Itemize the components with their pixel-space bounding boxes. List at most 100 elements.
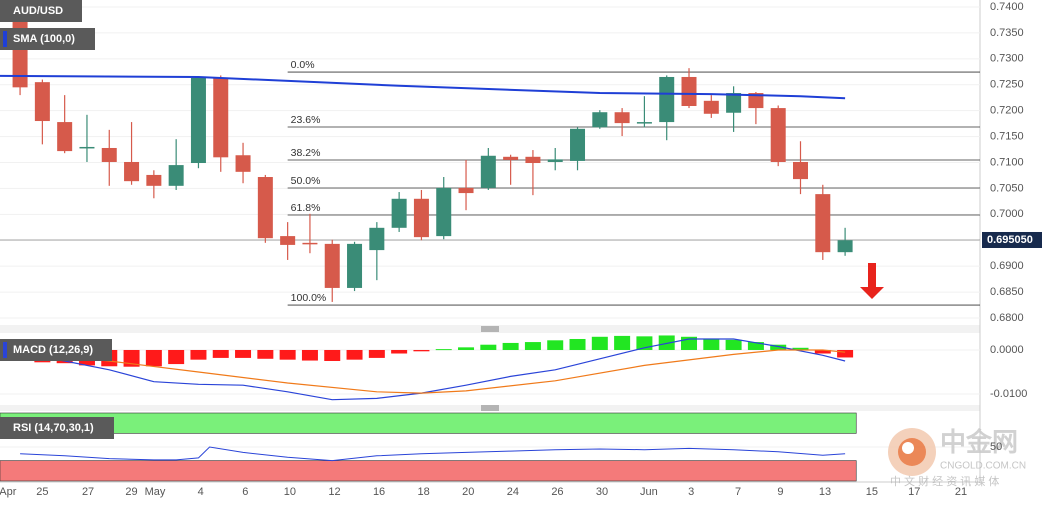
legend-box[interactable] — [0, 339, 112, 361]
indicator-line — [20, 349, 846, 394]
legend-box[interactable] — [0, 28, 95, 50]
last-price-label: 0.695050 — [987, 234, 1033, 246]
rsi-label: RSI (14,70,30,1) — [13, 422, 94, 434]
candle-body — [146, 174, 162, 186]
x-tick-label: 15 — [866, 486, 878, 498]
indicator-line — [0, 74, 846, 100]
candle-body — [703, 100, 719, 114]
histogram-bar — [145, 349, 162, 367]
candle-body — [592, 112, 608, 128]
x-tick-label: 10 — [284, 486, 296, 498]
candle-body — [369, 227, 385, 251]
legend-swatch — [3, 342, 7, 358]
y-tick-label: 0.7400 — [990, 1, 1024, 13]
candle-body — [815, 194, 831, 253]
histogram-bar — [413, 349, 430, 352]
histogram-bar — [190, 349, 207, 360]
histogram-bar — [257, 349, 274, 359]
histogram-bar — [123, 349, 140, 367]
histogram-bar — [458, 347, 475, 350]
x-tick-label: 21 — [955, 486, 967, 498]
x-tick-label: Apr — [0, 486, 17, 498]
x-tick-label: 7 — [735, 486, 741, 498]
histogram-bar — [502, 342, 519, 350]
histogram-bar — [279, 349, 296, 360]
indicator-line — [20, 338, 846, 401]
x-tick-label: May — [145, 486, 166, 498]
x-tick-label: 30 — [596, 486, 608, 498]
legend-swatch — [3, 31, 7, 47]
y-tick-label: 0.6800 — [990, 312, 1024, 324]
fib-label: 100.0% — [291, 292, 327, 304]
down-arrow — [860, 263, 884, 299]
y-tick-label: 0.6900 — [990, 260, 1024, 272]
resize-grip[interactable] — [481, 326, 499, 411]
histogram-bar — [725, 339, 742, 350]
candle-body — [347, 243, 363, 288]
fib-label: 50.0% — [291, 175, 321, 187]
watermark-tagline: 中 文 财 经 资 讯 媒 体 — [890, 474, 999, 488]
x-tick-label: 25 — [36, 486, 48, 498]
histogram-bar — [391, 349, 408, 354]
x-tick-label: 4 — [198, 486, 204, 498]
histogram-bar — [770, 344, 787, 350]
x-tick-label: 29 — [125, 486, 137, 498]
x-tick-label: 12 — [328, 486, 340, 498]
legend-box[interactable] — [0, 417, 114, 439]
x-tick-label: 17 — [908, 486, 920, 498]
candle-body — [436, 187, 452, 237]
x-tick-label: 16 — [373, 486, 385, 498]
x-tick-label: Jun — [640, 486, 658, 498]
candle-body — [324, 243, 340, 288]
histogram-bar — [301, 349, 318, 361]
histogram-bar — [235, 349, 252, 358]
histogram-bar — [792, 347, 809, 350]
watermark-name: 中金网 — [940, 427, 1018, 457]
candle-body — [458, 187, 474, 194]
histogram-bar — [524, 342, 541, 350]
y-tick-label: 0.7100 — [990, 156, 1024, 168]
candle-body — [570, 128, 586, 161]
candle-body — [391, 198, 407, 228]
y-tick-label: 0.7050 — [990, 182, 1024, 194]
candle-body — [681, 76, 697, 107]
oversold-band — [0, 460, 857, 482]
fib-label: 61.8% — [291, 202, 321, 214]
y-tick-label: 0.7250 — [990, 79, 1024, 91]
candle-body — [302, 242, 318, 245]
x-tick-label: 9 — [777, 486, 783, 498]
fib-label: 38.2% — [291, 147, 321, 159]
legend-box[interactable] — [0, 0, 82, 22]
candle-body — [480, 155, 496, 188]
histogram-bar — [168, 349, 185, 365]
histogram-bar — [368, 349, 385, 358]
histogram-bar — [591, 336, 608, 350]
histogram-bar — [658, 335, 675, 350]
histogram-bar — [814, 349, 831, 354]
candle-body — [636, 122, 652, 124]
candle-body — [547, 159, 563, 162]
candle-body — [168, 165, 184, 186]
fib-label: 23.6% — [291, 114, 321, 126]
x-tick-label: 26 — [551, 486, 563, 498]
candle-body — [124, 161, 140, 182]
candle-body — [726, 93, 742, 113]
candle-body — [793, 161, 809, 180]
watermark-site: CNGOLD.COM.CN — [940, 461, 1026, 472]
histogram-bar — [480, 344, 497, 350]
fib-label: 0.0% — [291, 59, 315, 71]
x-tick-label: 27 — [82, 486, 94, 498]
candle-body — [213, 78, 229, 158]
watermark: 中金网 CNGOLD.COM.CN 中 文 财 经 资 讯 媒 体 — [888, 427, 1026, 488]
candle-body — [770, 108, 786, 162]
logo — [902, 442, 914, 454]
y-tick-label: -0.0100 — [990, 388, 1027, 400]
symbol-label: AUD/USD — [13, 5, 63, 17]
candle-body — [837, 240, 853, 253]
candle-body — [190, 78, 206, 164]
histogram-bar — [747, 342, 764, 350]
candle-body — [280, 236, 296, 245]
candle-body — [525, 156, 541, 164]
histogram-bar — [324, 349, 341, 361]
